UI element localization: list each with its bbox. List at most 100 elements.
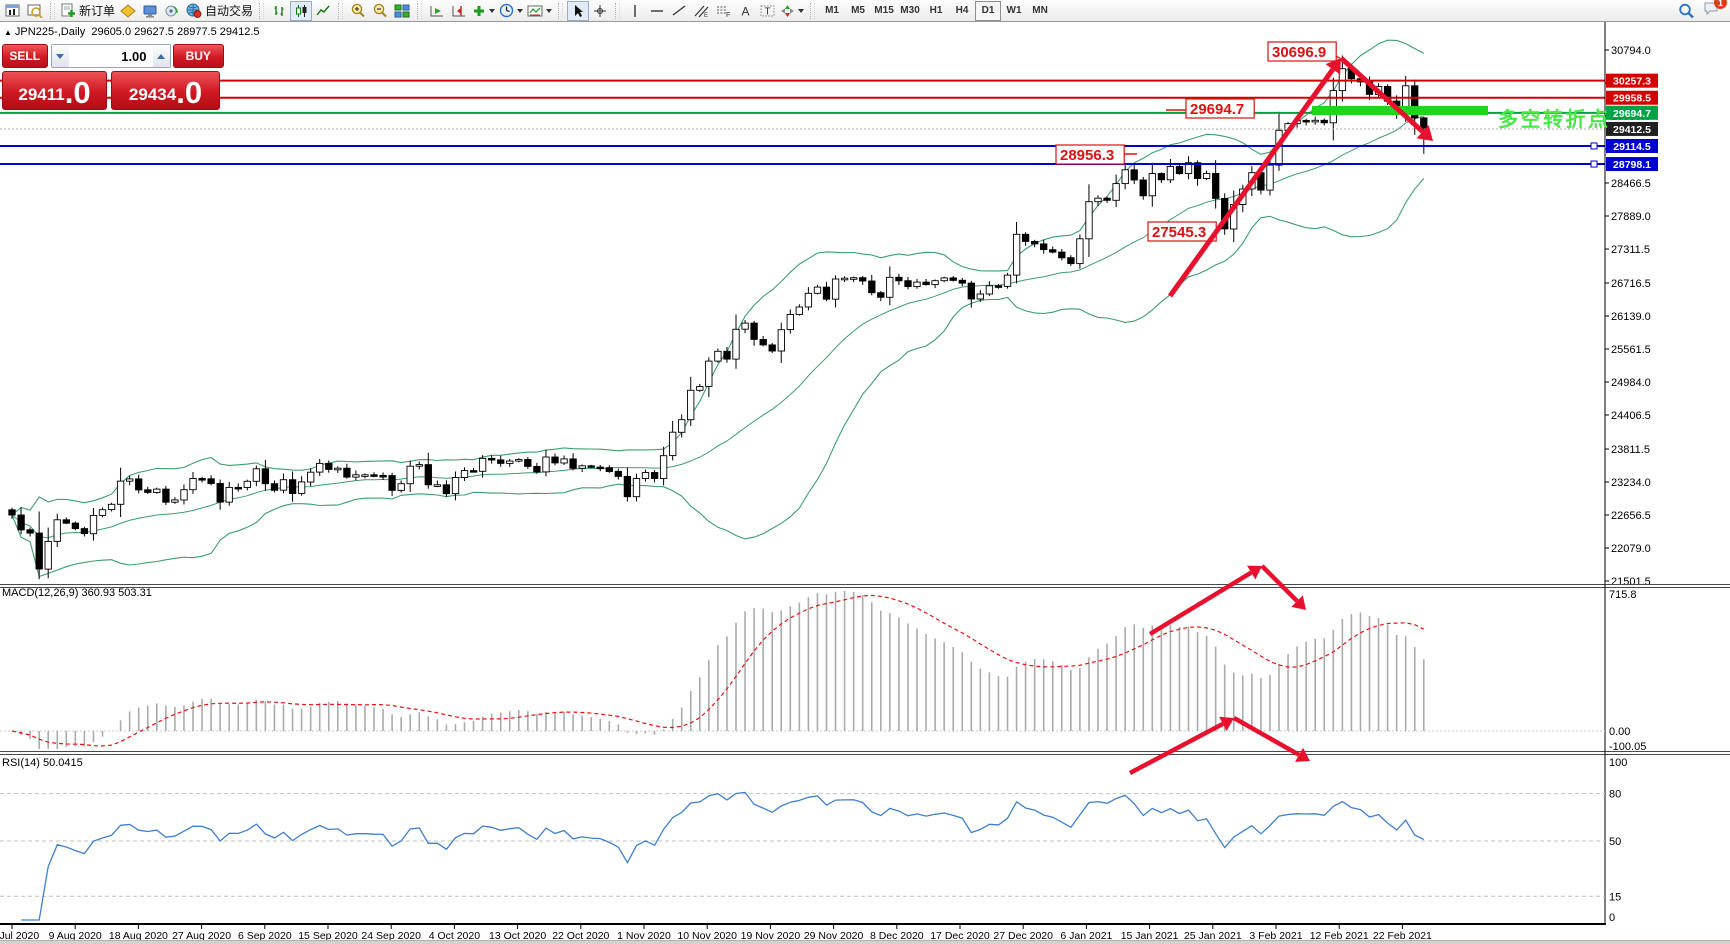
pane-separator [0,751,1730,752]
chart-marker-icon: ▲ [4,28,12,37]
candle-body [1058,251,1066,259]
volume-decrease-button[interactable] [51,45,69,67]
profiles-button[interactable] [24,1,46,21]
candle-body [587,465,595,468]
tab-timeframe-m30[interactable]: M30 [900,5,920,16]
strategy-tester-button[interactable] [161,1,183,21]
candlestick-mode-button[interactable] [290,0,313,21]
candle-body [1085,201,1093,240]
rsi-level-label: 15 [1609,891,1621,903]
buy-price-panel[interactable]: 29434.0 [111,71,220,110]
new-chart-button[interactable] [2,1,24,21]
tab-timeframe-m1[interactable]: M1 [825,5,839,16]
periods-button[interactable] [497,1,525,21]
trend-arrowhead [1291,595,1306,610]
trend-arrow[interactable] [1232,716,1301,757]
vertical-line-tool-button[interactable] [624,1,646,21]
zoom-out-button[interactable] [369,1,391,21]
cursor-tool-button[interactable] [567,0,590,21]
macd-indicator-label: MACD(12,26,9) 360.93 503.31 [2,587,152,599]
trend-arrow[interactable] [1128,721,1224,775]
date-label: 24 Sep 2020 [361,930,421,942]
candle-body [750,322,758,340]
indicators-button[interactable] [470,1,497,21]
candle-body [252,468,261,482]
autotrading-button[interactable]: 自动交易 [183,1,255,21]
price-annotation-box[interactable] [1267,41,1337,62]
tab-timeframe-m15[interactable]: M15 [874,5,894,16]
line-chart-mode-button[interactable] [312,1,334,21]
tab-timeframe-h1[interactable]: H1 [929,5,943,16]
candle-body [976,293,984,300]
price-tick-label: 24406.5 [1611,410,1651,422]
price-annotation-box[interactable] [1185,98,1255,119]
sell-price-panel[interactable]: 29411.0 [2,71,107,110]
candle-body [994,285,1003,288]
trend-arrow[interactable] [1260,564,1299,603]
text-tool-button[interactable]: A [734,1,756,21]
date-label: 27 Aug 2020 [172,930,231,942]
trend-arrowhead [1219,716,1234,732]
chart-shift-button[interactable] [448,1,470,21]
arrows-tool-button[interactable] [778,1,806,21]
bar-chart-mode-button[interactable] [268,1,290,21]
rsi-level-label: 100 [1609,757,1627,769]
zoom-in-button[interactable] [347,1,369,21]
candle-body [325,462,333,470]
volume-increase-button[interactable] [152,45,170,67]
candle-body [334,467,342,471]
templates-button[interactable] [525,1,554,21]
tab-timeframe-d1[interactable]: D1 [975,0,1002,21]
tile-windows-button[interactable] [391,1,413,21]
candle-body [270,483,279,491]
candle-body [451,477,460,495]
bollinger-lower-band [11,178,1425,578]
candle-body [831,278,840,300]
notifications-button[interactable]: 1 [1703,0,1727,21]
trend-arrow[interactable] [1148,570,1253,636]
tab-timeframe-m5[interactable]: M5 [851,5,865,16]
candle-body [949,277,957,281]
equidistant-channel-tool-button[interactable]: E [690,1,712,21]
buy-button[interactable]: BUY [172,44,224,68]
trend-arrow[interactable] [1339,56,1425,134]
trend-arrow[interactable] [1167,67,1335,298]
terminal-button[interactable] [139,1,161,21]
candle-body [71,522,80,530]
search-icon[interactable] [1678,3,1695,19]
volume-value[interactable]: 1.00 [68,45,153,67]
new-order-button[interactable]: 新订单 [59,1,117,21]
tab-timeframe-h4[interactable]: H4 [955,5,969,16]
line-selection-handle[interactable] [1590,142,1598,150]
trendline-tool-button[interactable] [668,1,690,21]
text-label-tool-button[interactable]: T [756,1,778,21]
svg-text:A: A [741,4,749,18]
auto-scroll-button[interactable] [426,1,448,21]
arrows-stamp-icon [780,4,795,18]
fibonacci-tool-button[interactable]: F [712,1,734,21]
chevron-down-icon [489,8,496,13]
price-annotation-box[interactable] [1055,144,1125,165]
candle-body [687,389,695,421]
price-tick-label: 23234.0 [1611,477,1651,489]
triangle-up-icon [157,53,166,59]
price-badge [1606,90,1658,105]
tab-timeframe-mn[interactable]: MN [1032,5,1048,16]
candle-body [189,478,197,491]
candle-body [822,286,831,300]
sell-button[interactable]: SELL [2,44,48,68]
candle-body [89,514,98,535]
date-label: 1 Nov 2020 [617,930,671,942]
crosshair-tool-button[interactable] [589,1,611,21]
date-label: 30 Jul 2020 [0,930,39,942]
price-tick-label: 27889.0 [1611,211,1651,223]
tab-timeframe-w1[interactable]: W1 [1006,5,1022,16]
line-chart-icon [315,4,331,18]
line-selection-handle[interactable] [1590,160,1598,168]
horizontal-line-tool-button[interactable] [646,1,668,21]
trend-arrowhead [1295,747,1310,762]
chart-bottom-border [0,923,1606,925]
metaeditor-button[interactable] [117,1,139,21]
candle-body [234,486,242,490]
candle-body [895,276,903,282]
